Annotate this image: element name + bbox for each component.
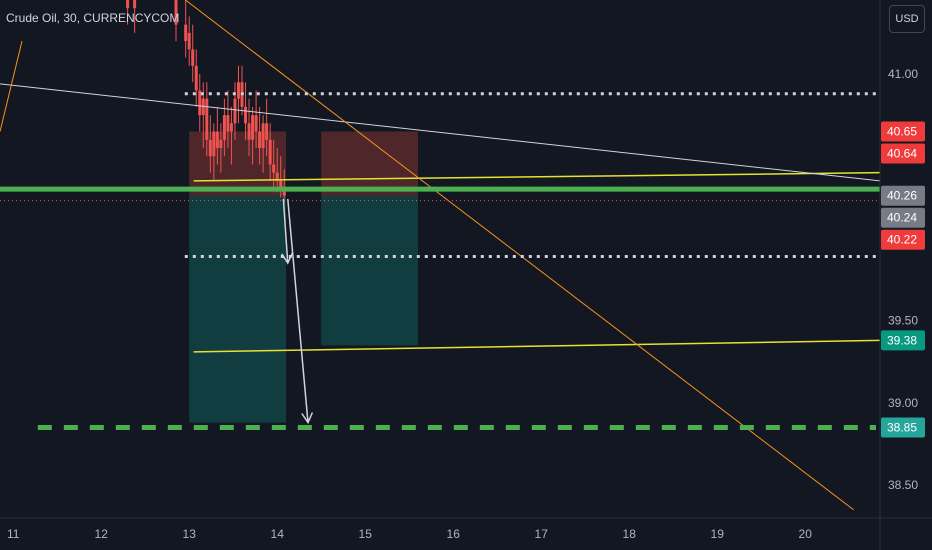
price-tick-2: 39.00 [888, 396, 918, 410]
candle-body-13 [219, 139, 223, 148]
arrow-shaft-1 [287, 198, 309, 423]
arrow-head-0 [281, 252, 294, 265]
price-axis[interactable]: 41.00 39.50 39.00 38.50 [888, 67, 918, 492]
trend-line-2 [193, 339, 881, 353]
candle-body-14 [222, 115, 226, 140]
candle-body-12 [215, 131, 219, 148]
reward-zone-0 [189, 195, 286, 423]
candle-body-18 [236, 82, 240, 99]
price-tag-box-0 [881, 121, 925, 142]
trend-line-5 [0, 40, 23, 132]
candle-body-3 [184, 24, 188, 42]
candle-body-17 [233, 98, 237, 124]
price-tag-label-6: 38.85 [887, 421, 917, 435]
price-tag-label-2: 40.26 [887, 189, 917, 203]
currency-button[interactable]: USD [889, 5, 925, 33]
time-tick-5: 16 [447, 527, 461, 541]
price-tick-3: 38.50 [888, 478, 918, 492]
reward-zone-1 [321, 195, 418, 346]
candle-body-6 [194, 65, 198, 91]
candle-body-31 [282, 189, 286, 196]
position-zones [189, 131, 418, 423]
price-tag-label-1: 40.64 [887, 147, 917, 161]
risk-zone-1 [321, 131, 418, 196]
price-tag-box-5 [881, 330, 925, 351]
time-tick-3: 14 [271, 527, 285, 541]
candle-body-29 [275, 172, 279, 181]
candle-body-27 [268, 139, 272, 165]
candle-body-8 [201, 98, 205, 116]
candle-body-15 [226, 115, 230, 132]
price-tick-1: 39.50 [888, 314, 918, 328]
candle-body-2 [174, 0, 178, 25]
price-tags: 40.65 40.64 40.26 40.24 40.22 39.38 38.85 [881, 121, 925, 438]
price-tag-label-5: 39.38 [887, 333, 917, 347]
candle-body-22 [251, 115, 255, 140]
arrow-shaft-0 [282, 198, 289, 264]
time-tick-6: 17 [535, 527, 549, 541]
time-tick-9: 20 [799, 527, 813, 541]
candle-body-10 [208, 139, 212, 157]
candle-body-20 [244, 106, 248, 124]
candle-body-28 [272, 164, 276, 173]
price-tag-label-4: 40.22 [887, 233, 917, 247]
price-tick-0: 41.00 [888, 67, 918, 81]
arrow-head-1 [301, 412, 314, 425]
candle-body-5 [191, 49, 195, 66]
candle-body-21 [247, 123, 251, 140]
candle-body-9 [205, 98, 209, 140]
symbol-title: Crude Oil, 30, CURRENCYCOM [6, 11, 180, 25]
candle-body-24 [258, 131, 262, 148]
price-tag-box-1 [881, 143, 925, 164]
candle-body-7 [198, 90, 202, 116]
time-tick-4: 15 [359, 527, 373, 541]
price-tag-label-3: 40.24 [887, 211, 917, 225]
trend-line-3 [0, 83, 881, 182]
price-tag-box-6 [881, 417, 925, 438]
price-tag-label-0: 40.65 [887, 125, 917, 139]
candle-body-1 [133, 0, 137, 9]
time-tick-0: 11 [7, 527, 20, 541]
time-tick-2: 13 [183, 527, 197, 541]
time-axis[interactable]: 11 12 13 14 15 16 17 18 19 20 [7, 527, 812, 541]
price-tag-box-2 [881, 185, 925, 206]
candle-body-26 [265, 123, 269, 140]
time-tick-7: 18 [623, 527, 637, 541]
candle-body-30 [279, 180, 283, 190]
candle-body-0 [126, 0, 130, 9]
candle-body-11 [212, 131, 216, 157]
trend-line-4 [184, 0, 854, 511]
candle-body-4 [187, 32, 191, 50]
trend-line-1 [193, 171, 881, 182]
price-tag-box-4 [881, 229, 925, 250]
candle-body-25 [261, 123, 265, 148]
drawing-arrows [281, 198, 314, 425]
candle-body-16 [229, 123, 233, 132]
drawing-lines [0, 0, 881, 511]
time-tick-1: 12 [95, 527, 109, 541]
candle-body-23 [254, 115, 258, 132]
time-tick-8: 19 [711, 527, 725, 541]
price-tag-box-3 [881, 207, 925, 228]
